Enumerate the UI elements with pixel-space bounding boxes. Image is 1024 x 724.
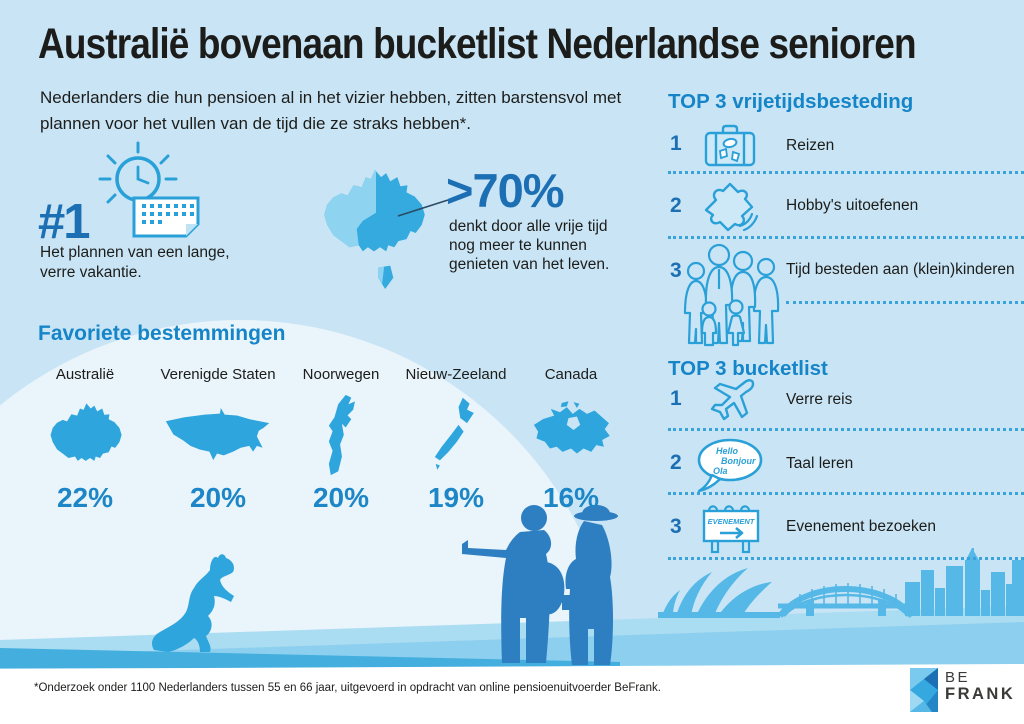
destination-percentage: 19% bbox=[427, 482, 485, 513]
destination-norway: Noorwegen 20% bbox=[290, 366, 392, 514]
footer-band bbox=[0, 664, 1024, 724]
leisure-label-2: Hobby's uitoefenen bbox=[786, 197, 919, 214]
bucketlist-label-1: Verre reis bbox=[786, 391, 853, 408]
survey-footnote: *Onderzoek onder 1100 Nederlanders tusse… bbox=[34, 682, 661, 694]
harbour-bridge-silhouette bbox=[777, 583, 915, 618]
leisure-rank-3: 3 bbox=[670, 259, 682, 282]
leisure-rank-2: 2 bbox=[670, 194, 682, 217]
destination-canada: Canada 16% bbox=[516, 366, 626, 514]
divider-dotted bbox=[668, 557, 1024, 560]
befrank-logo: BE FRANK bbox=[910, 668, 1015, 712]
bucketlist-heading: TOP 3 bucketlist bbox=[668, 357, 828, 380]
stat-value: >70% bbox=[446, 164, 565, 217]
family-icon bbox=[683, 243, 780, 347]
svg-text:Bonjour: Bonjour bbox=[721, 456, 756, 466]
destination-label: Nieuw-Zeeland bbox=[405, 366, 507, 383]
new-zealand-map bbox=[434, 397, 474, 470]
divider-dotted bbox=[786, 301, 1024, 304]
bucketlist-rank-3: 3 bbox=[670, 515, 682, 538]
opera-house-silhouette bbox=[658, 568, 780, 618]
leisure-label-1: Reizen bbox=[786, 137, 835, 154]
kangaroo-silhouette bbox=[152, 554, 235, 652]
destinations-heading: Favoriete bestemmingen bbox=[38, 322, 286, 345]
svg-text:Hello: Hello bbox=[716, 446, 739, 456]
intro-paragraph: Nederlanders die hun pensioen al in het … bbox=[40, 88, 622, 133]
logo-text-be: BE bbox=[945, 669, 971, 686]
ground-band-3 bbox=[0, 648, 620, 668]
clock-calendar-icon bbox=[98, 141, 200, 238]
stat-caption: denkt door alle vrije tijd nog meer te k… bbox=[449, 218, 610, 274]
rank1-label: #1 bbox=[38, 195, 90, 249]
destination-usa: Verenigde Staten 20% bbox=[156, 366, 280, 514]
bucketlist-rank-2: 2 bbox=[670, 451, 682, 474]
bucketlist-label-2: Taal leren bbox=[786, 455, 854, 472]
australia-map bbox=[50, 402, 122, 461]
logo-text-frank: FRANK bbox=[945, 684, 1016, 703]
rank1-caption: Het plannen van een lange, verre vakanti… bbox=[40, 244, 230, 281]
stat-pointer-line bbox=[397, 199, 449, 217]
destination-percentage: 22% bbox=[56, 482, 114, 513]
leisure-label-3: Tijd besteden aan (klein)kinderen bbox=[786, 261, 1015, 278]
destination-label: Australië bbox=[55, 366, 115, 383]
leisure-heading: TOP 3 vrijetijdsbesteding bbox=[668, 90, 914, 113]
speech-bubble-icon: Hello Bonjour Ola bbox=[697, 438, 763, 493]
destination-label: Noorwegen bbox=[302, 366, 380, 383]
svg-text:EVENEMENT: EVENEMENT bbox=[708, 517, 756, 526]
canada-map bbox=[533, 400, 610, 454]
people-silhouettes bbox=[462, 505, 618, 665]
divider-dotted bbox=[668, 236, 1024, 239]
australia-hero-map bbox=[324, 170, 425, 289]
divider-dotted bbox=[668, 428, 1024, 431]
billboard-icon: EVENEMENT bbox=[702, 505, 760, 554]
puzzle-icon bbox=[704, 182, 758, 232]
destination-percentage: 20% bbox=[189, 482, 247, 513]
destination-new-zealand: Nieuw-Zeeland 19% bbox=[402, 366, 510, 514]
divider-dotted bbox=[668, 171, 1024, 174]
bucketlist-rank-1: 1 bbox=[670, 387, 682, 410]
destination-label: Canada bbox=[544, 366, 598, 383]
divider-dotted bbox=[668, 492, 1024, 495]
page-title: Australië bovenaan bucketlist Nederlands… bbox=[38, 20, 917, 68]
suitcase-icon bbox=[704, 124, 756, 167]
destination-label: Verenigde Staten bbox=[160, 366, 276, 383]
svg-text:Ola: Ola bbox=[713, 466, 728, 476]
city-skyline-silhouette bbox=[905, 548, 1024, 616]
destination-percentage: 16% bbox=[542, 482, 600, 513]
destination-percentage: 20% bbox=[312, 482, 370, 513]
bucketlist-label-3: Evenement bezoeken bbox=[786, 518, 936, 535]
pale-circle bbox=[0, 320, 620, 724]
usa-map bbox=[165, 407, 270, 461]
norway-map bbox=[328, 394, 355, 475]
befrank-logo-icon bbox=[910, 668, 938, 712]
leisure-rank-1: 1 bbox=[670, 132, 682, 155]
plane-icon bbox=[710, 379, 755, 421]
destination-australia: Australië 22% bbox=[34, 366, 136, 514]
